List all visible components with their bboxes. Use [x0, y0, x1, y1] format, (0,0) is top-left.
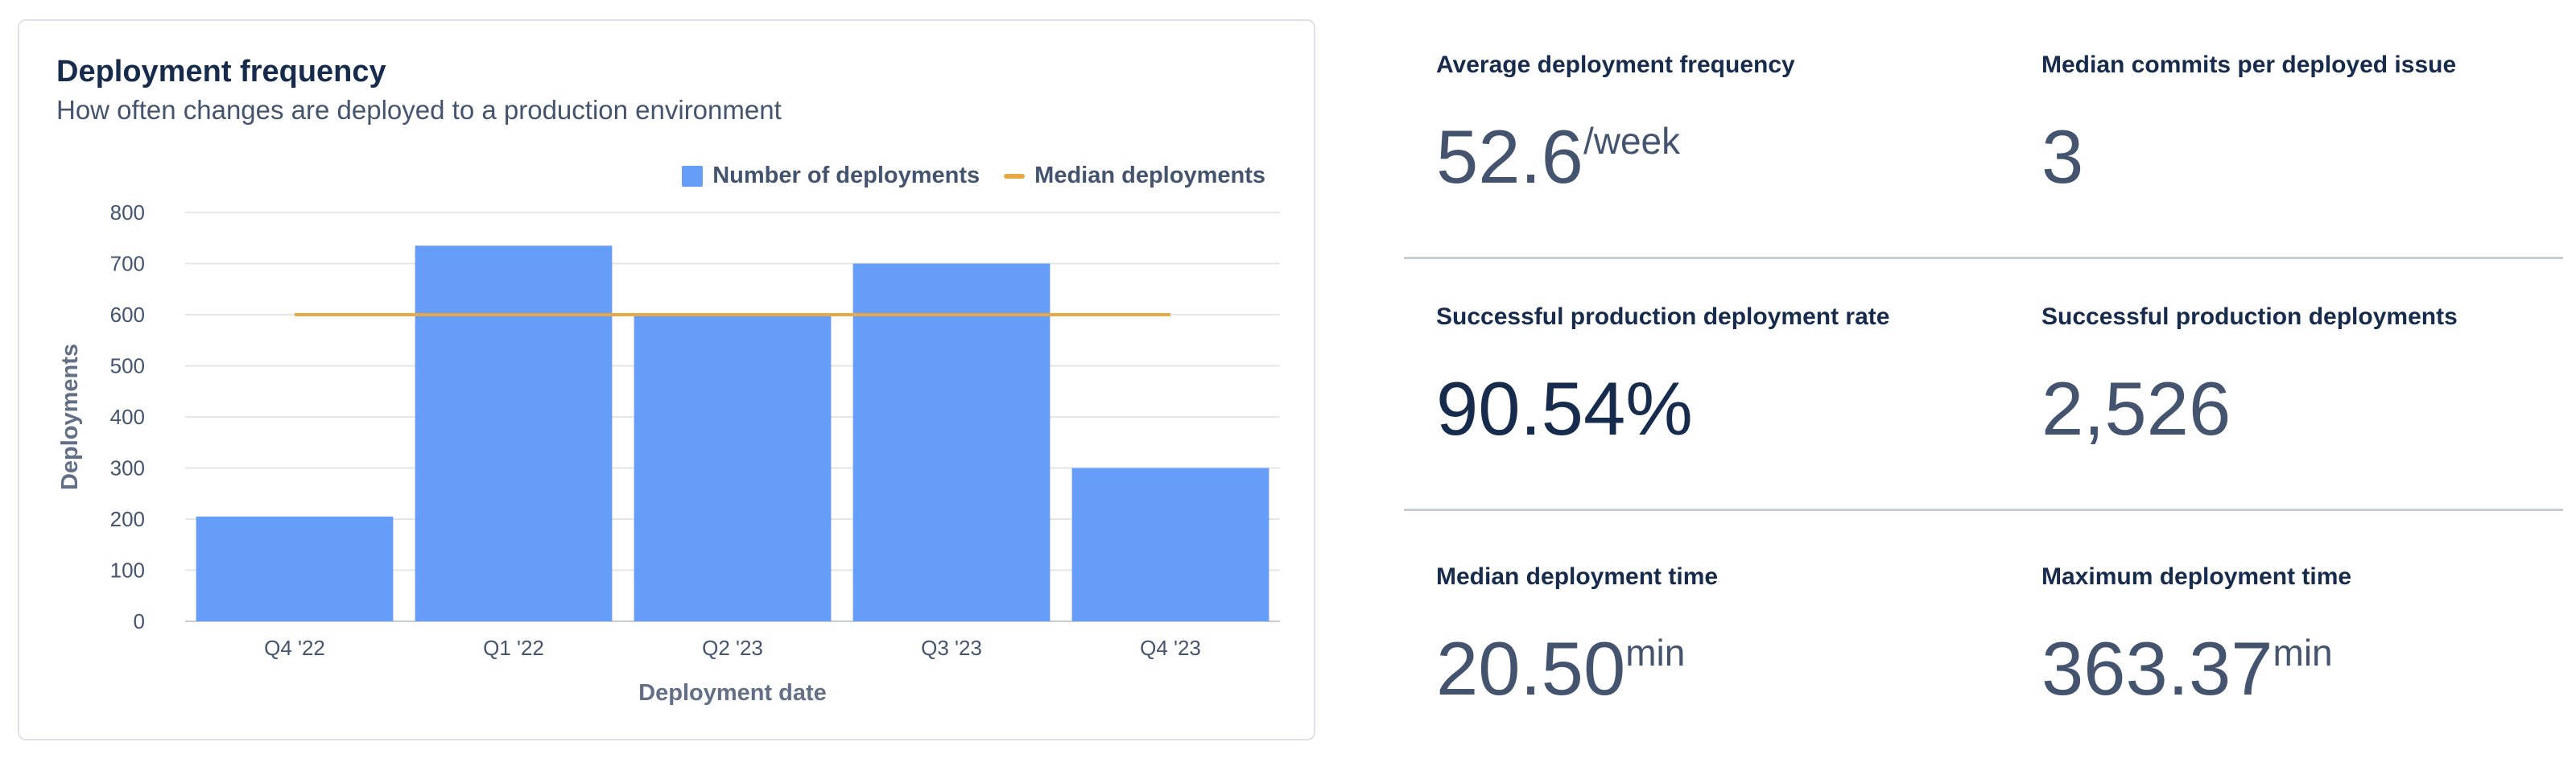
metrics-row: Median deployment time 20.50min Maximum …	[1404, 512, 2563, 771]
metric-number: 2,526	[2041, 366, 2231, 451]
y-tick-label: 400	[110, 405, 145, 429]
y-axis-ticks: 0 100 200 300 400 500 600 700 800	[110, 200, 145, 633]
metric-success-rate: Successful production deployment rate 90…	[1436, 252, 2016, 509]
metric-number: 20.50	[1436, 626, 1626, 711]
x-tick-label: Q3 '23	[921, 636, 982, 660]
metric-value: 2,526	[2041, 371, 2231, 447]
metric-median-deployment-time: Median deployment time 20.50min	[1436, 512, 2016, 771]
y-tick-label: 600	[110, 303, 145, 327]
y-tick-label: 800	[110, 200, 145, 225]
metric-number: 90.54%	[1436, 366, 1693, 451]
bar-3[interactable]	[852, 263, 1051, 622]
metric-label: Successful production deployments	[2041, 303, 2458, 330]
x-tick-label: Q2 '23	[702, 636, 763, 660]
x-tick-label: Q4 '22	[264, 636, 325, 660]
y-tick-label: 0	[134, 609, 145, 633]
card-title: Deployment frequency	[56, 55, 386, 89]
deployment-bar-chart: 0 100 200 300 400 500 600 700 800 Q4 '22 Q1 '22 Q2…	[57, 200, 1280, 706]
metric-value: 3	[2041, 119, 2083, 195]
metric-number: 363.37	[2041, 626, 2273, 711]
metric-average-deployment-frequency: Average deployment frequency 52.6/week	[1436, 0, 2016, 257]
metric-label: Average deployment frequency	[1436, 52, 1795, 78]
card-subtitle: How often changes are deployed to a prod…	[56, 95, 782, 125]
y-tick-label: 700	[110, 252, 145, 276]
chart-legend: Number of deployments Median deployments	[682, 163, 1265, 189]
metric-value: 52.6/week	[1436, 119, 1680, 195]
metrics-row: Average deployment frequency 52.6/week M…	[1404, 0, 2563, 259]
legend-swatch-bar-icon	[682, 165, 704, 187]
y-axis-title: Deployments	[57, 344, 83, 490]
legend-item-deployments[interactable]: Number of deployments	[682, 163, 980, 189]
x-axis-ticks: Q4 '22 Q1 '22 Q2 '23 Q3 '23 Q4 '23	[264, 636, 1201, 660]
x-tick-label: Q1 '22	[483, 636, 544, 660]
metric-value: 363.37min	[2041, 631, 2333, 707]
metrics-row: Successful production deployment rate 90…	[1404, 252, 2563, 511]
metric-number: 3	[2041, 114, 2084, 199]
chart-bars	[196, 245, 1269, 621]
metric-maximum-deployment-time: Maximum deployment time 363.37min	[2041, 512, 2576, 771]
y-tick-label: 100	[110, 559, 145, 583]
metric-successful-deployments: Successful production deployments 2,526	[2041, 252, 2576, 509]
bar-2[interactable]	[634, 315, 832, 621]
metric-number: 52.6	[1436, 114, 1583, 199]
y-tick-label: 500	[110, 354, 145, 378]
metrics-panel: Average deployment frequency 52.6/week M…	[1404, 0, 2563, 760]
metric-unit: min	[2273, 632, 2333, 674]
metric-value: 20.50min	[1436, 631, 1685, 707]
bar-1[interactable]	[415, 245, 613, 621]
legend-label-median: Median deployments	[1034, 163, 1265, 188]
metric-label: Median deployment time	[1436, 563, 1719, 590]
legend-swatch-line-icon	[1004, 173, 1026, 179]
metric-unit: min	[1625, 632, 1686, 674]
metric-unit: /week	[1583, 120, 1681, 162]
bar-4[interactable]	[1071, 468, 1269, 622]
metric-median-commits: Median commits per deployed issue 3	[2041, 0, 2576, 257]
metric-label: Median commits per deployed issue	[2041, 52, 2457, 78]
metric-label: Successful production deployment rate	[1436, 303, 1890, 330]
legend-label-deployments: Number of deployments	[712, 163, 980, 188]
y-tick-label: 300	[110, 456, 145, 480]
deployment-frequency-card: Deployment frequency How often changes a…	[18, 19, 1315, 740]
legend-item-median[interactable]: Median deployments	[1004, 163, 1265, 189]
x-tick-label: Q4 '23	[1140, 636, 1201, 660]
x-axis-title: Deployment date	[638, 680, 827, 706]
bar-0[interactable]	[196, 516, 394, 621]
metric-value: 90.54%	[1436, 371, 1693, 447]
metric-label: Maximum deployment time	[2041, 563, 2352, 590]
y-tick-label: 200	[110, 507, 145, 531]
